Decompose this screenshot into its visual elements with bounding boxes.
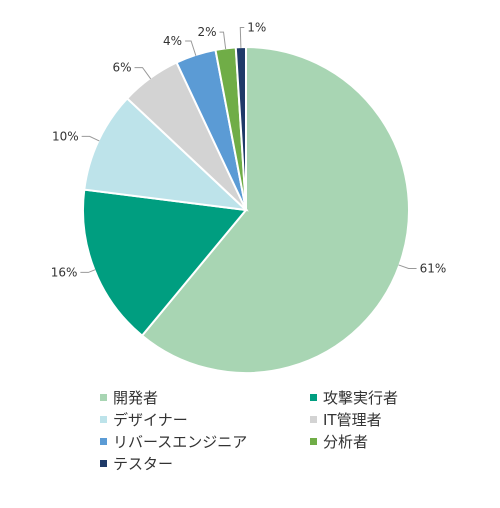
legend-label-5: リバースエンジニア xyxy=(113,433,247,451)
legend-label-6: 分析者 xyxy=(323,433,368,451)
data-label-2: 16% xyxy=(51,265,78,279)
legend-swatch-6 xyxy=(310,438,317,445)
leader-line-1 xyxy=(398,264,417,270)
leader-line-3 xyxy=(81,135,100,142)
data-labels: 61% 16% 10% 6% 4% 2% 1% xyxy=(51,21,447,280)
legend-swatch-2 xyxy=(310,394,317,401)
data-label-6: 2% xyxy=(197,25,216,39)
leader-lines xyxy=(80,27,417,273)
legend-swatch-7 xyxy=(100,460,107,467)
data-label-5: 4% xyxy=(163,34,182,48)
data-label-7: 1% xyxy=(247,21,266,35)
legend-swatch-1 xyxy=(100,394,107,401)
data-label-4: 6% xyxy=(112,61,131,75)
leader-line-7 xyxy=(239,27,245,48)
legend-label-7: テスター xyxy=(113,455,173,473)
leader-line-2 xyxy=(80,269,96,273)
legend-swatch-5 xyxy=(100,438,107,445)
leader-line-4 xyxy=(134,67,152,80)
data-label-3: 10% xyxy=(52,129,79,143)
data-label-1: 61% xyxy=(420,262,447,276)
legend-label-3: デザイナー xyxy=(113,411,188,429)
legend-label-4: IT管理者 xyxy=(323,411,382,429)
legend-swatch-4 xyxy=(310,416,317,423)
legend-label-2: 攻撃実行者 xyxy=(323,389,398,407)
legend-label-1: 開発者 xyxy=(113,389,158,407)
pie-slices xyxy=(82,45,410,374)
leader-line-6 xyxy=(219,31,227,50)
leader-line-5 xyxy=(185,40,197,56)
legend-swatch-3 xyxy=(100,416,107,423)
